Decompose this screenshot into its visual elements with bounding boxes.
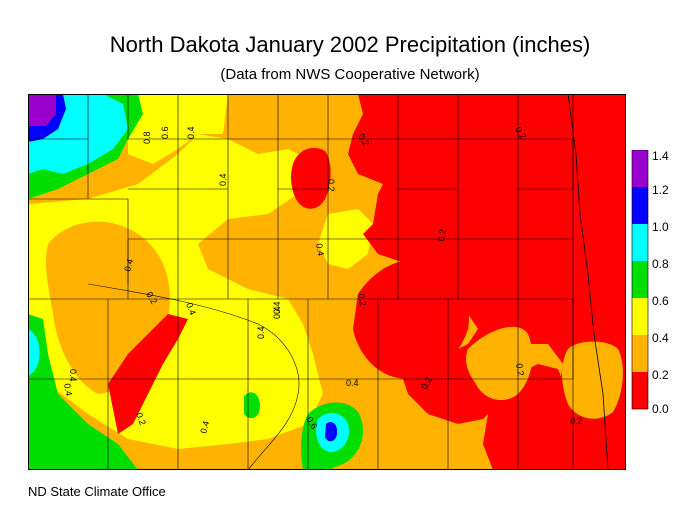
legend-swatch-0.2-0.4 <box>632 335 648 372</box>
state-border <box>28 94 626 470</box>
contour-label: 0.4 <box>186 126 196 139</box>
contour-label: 0.2 <box>326 179 336 192</box>
contour-label: 0.2 <box>570 416 583 426</box>
legend-label: 0.0 <box>652 402 669 416</box>
missouri-river <box>87 283 300 470</box>
map-subtitle: (Data from NWS Cooperative Network) <box>220 66 480 83</box>
legend-swatch-0.4-0.6 <box>632 298 648 335</box>
contour-label: 0.4 <box>272 301 282 314</box>
contour-label: 0.4 <box>256 326 266 339</box>
contour-label: 0.4 <box>68 369 78 382</box>
red-river <box>567 94 609 470</box>
zone-0.2-0.4-east-pocket <box>562 341 623 419</box>
contour-label: 0.6 <box>160 126 170 139</box>
contour-label: 0.2 <box>134 411 148 426</box>
zone-0.0-0.2-east <box>348 94 626 424</box>
legend-swatch-0.8-1.0 <box>632 224 648 261</box>
contour-label: 0.2 <box>356 293 368 307</box>
zone-0.2-0.4-east-tongue <box>465 326 533 401</box>
map-title: North Dakota January 2002 Precipitation … <box>109 32 591 57</box>
legend-swatch-1.2-1.4 <box>632 150 648 187</box>
zone-1.2-1.4-northwest <box>28 94 56 126</box>
legend-label: 1.4 <box>652 150 669 163</box>
legend-frame <box>631 150 649 410</box>
precipitation-map: 0.8 0.6 0.4 0.4 0.4 0.2 0.2 0.4 0.4 0.2 … <box>28 94 626 470</box>
contour-label: 0.2 <box>514 363 526 377</box>
contour-label: 0.4 <box>198 420 211 435</box>
legend-label: 0.6 <box>652 294 669 308</box>
legend-swatch-0.0-0.2 <box>632 372 648 409</box>
legend-swatch-0.6-0.8 <box>632 261 648 298</box>
color-legend: 1.4 1.2 1.0 0.8 0.6 0.4 0.2 0.0 <box>631 150 669 416</box>
contour-label: 0.4 <box>62 383 74 397</box>
contour-label: 0.4 <box>272 306 282 319</box>
zone-0.0-0.2-north-center <box>291 147 331 209</box>
contour-label: 0.4 <box>122 258 135 273</box>
zone-0.0-0.2-southwest-band <box>108 314 188 434</box>
contour-label: 0.4 <box>346 378 359 388</box>
contour-label: 0.8 <box>142 131 152 144</box>
contour-label: 0.4 <box>184 301 198 316</box>
zone-0.6-0.8-southwest <box>28 314 138 470</box>
legend-swatch-1.0-1.2 <box>632 187 648 224</box>
county-boundaries <box>28 94 574 470</box>
legend-swatches <box>631 150 649 410</box>
contour-label: 0.2 <box>436 228 448 242</box>
contour-label: 0.4 <box>314 243 326 257</box>
legend-label: 0.2 <box>652 368 669 382</box>
zone-0.8-1.0-west-edge <box>28 329 40 376</box>
zone-0.0-0.2-east-2 <box>353 260 469 379</box>
legend-label: 0.8 <box>652 257 669 271</box>
zone-1.0-1.2-south-center <box>325 422 338 442</box>
legend-label: 0.4 <box>652 331 669 345</box>
contour-label: 0.4 <box>218 173 228 186</box>
legend-label: 1.2 <box>652 183 669 197</box>
legend-label: 1.0 <box>652 220 669 234</box>
footer-credit: ND State Climate Office <box>28 484 166 499</box>
